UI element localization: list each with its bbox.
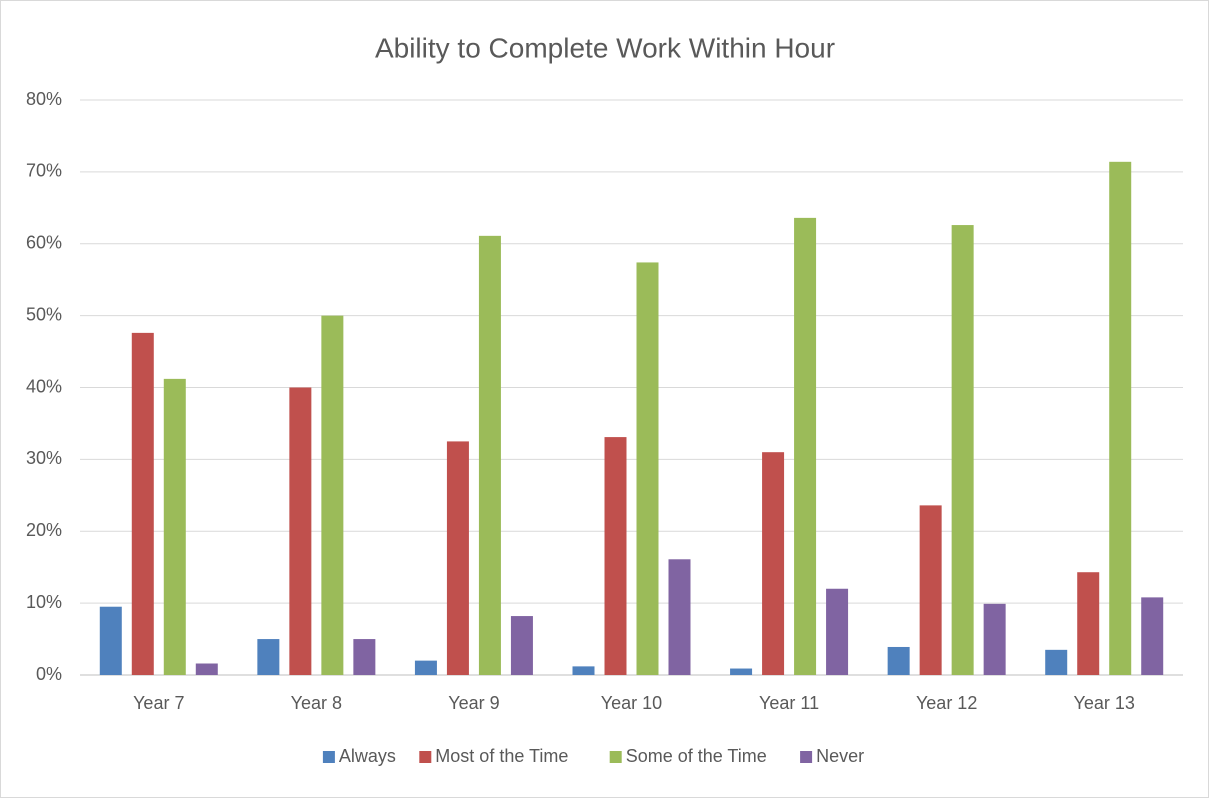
x-tick-label: Year 13: [1074, 693, 1135, 713]
bar: [983, 603, 1006, 675]
legend-swatch: [322, 751, 335, 763]
y-tick-label: 80%: [26, 89, 62, 109]
bar: [353, 639, 376, 675]
legend-swatch: [800, 751, 813, 763]
bar: [826, 588, 849, 675]
legend-label: Some of the Time: [626, 746, 767, 766]
legend-swatch: [609, 751, 622, 763]
x-tick-label: Year 10: [601, 693, 662, 713]
bar: [1077, 572, 1100, 675]
bar: [1109, 161, 1132, 675]
bar: [730, 668, 753, 675]
bar: [195, 663, 218, 675]
bar: [919, 505, 942, 675]
bar: [99, 606, 122, 675]
bar: [478, 235, 501, 675]
bar: [321, 315, 344, 675]
bar: [1045, 649, 1068, 675]
y-tick-label: 60%: [26, 233, 62, 253]
bar: [794, 217, 817, 675]
bar: [668, 559, 691, 675]
y-tick-label: 70%: [26, 161, 62, 181]
bar: [1141, 597, 1164, 675]
bar: [951, 225, 974, 675]
chart-title: Ability to Complete Work Within Hour: [375, 32, 835, 63]
x-tick-label: Year 7: [133, 693, 184, 713]
bar: [762, 452, 785, 675]
bar: [604, 437, 627, 675]
bar: [636, 262, 659, 675]
y-tick-label: 40%: [26, 376, 62, 396]
x-tick-label: Year 9: [448, 693, 499, 713]
bar: [289, 387, 312, 675]
bar: [131, 332, 154, 675]
y-tick-label: 50%: [26, 304, 62, 324]
x-tick-label: Year 11: [759, 693, 819, 713]
bar: [257, 639, 280, 675]
y-tick-label: 10%: [26, 592, 62, 612]
bar: [163, 378, 186, 675]
y-tick-label: 30%: [26, 448, 62, 468]
legend-label: Always: [339, 746, 396, 766]
bar: [572, 666, 595, 675]
x-tick-label: Year 12: [916, 693, 977, 713]
y-tick-label: 20%: [26, 520, 62, 540]
bar: [887, 646, 910, 675]
legend-label: Never: [816, 746, 864, 766]
bar: [414, 660, 437, 675]
y-tick-label: 0%: [36, 664, 62, 684]
bar: [510, 616, 533, 675]
bar: [446, 441, 469, 675]
legend-swatch: [419, 751, 432, 763]
x-tick-label: Year 8: [291, 693, 342, 713]
legend-label: Most of the Time: [435, 746, 568, 766]
